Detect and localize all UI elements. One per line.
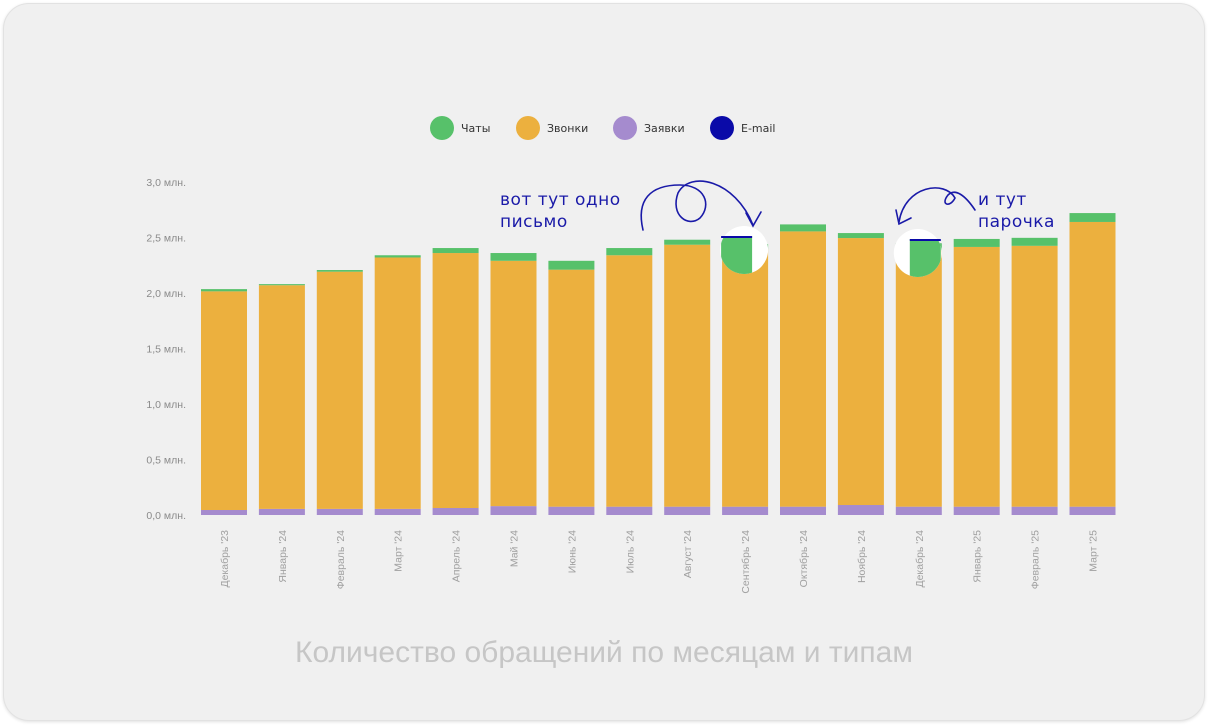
arrowhead-icon [745, 211, 762, 228]
email-segment-zoomed [909, 239, 941, 241]
x-tick-label: Январь '25 [972, 530, 984, 583]
y-tick-label: 3,0 млн. [146, 177, 186, 189]
x-tick-label: Декабрь '24 [914, 530, 926, 588]
y-tick-label: 2,0 млн. [146, 288, 186, 300]
bar-segment-Звонки [722, 249, 769, 507]
bar-segment-Чаты [837, 233, 884, 239]
bar-segment-Звонки [201, 291, 247, 511]
x-tick-label: Сентябрь '24 [740, 530, 752, 594]
bar-segment-Заявки [837, 505, 884, 515]
bar-segment-Заявки [953, 506, 1000, 515]
legend-label: Заявки [644, 122, 685, 135]
bar-segment-Заявки [1069, 506, 1116, 515]
arrow-to-september [640, 180, 754, 231]
annotation-couple-emails: и тут парочка [978, 189, 1073, 233]
bar-segment-Звонки [837, 238, 884, 506]
bar-segment-Заявки [258, 508, 305, 515]
bar-segment-Чаты [664, 239, 711, 245]
bar-segment-Звонки [374, 257, 421, 509]
bar-segment-Чаты [1069, 213, 1116, 222]
y-tick-label: 1,0 млн. [146, 399, 186, 411]
bar-segment-Чаты [316, 270, 363, 272]
arrow-to-december [898, 187, 976, 223]
bar-segment-Чаты [548, 260, 595, 270]
email-segment-zoomed [721, 236, 753, 238]
x-tick-label: Октябрь '24 [798, 530, 810, 587]
bar-segment-Звонки [1069, 221, 1116, 507]
x-tick-label: Июнь '24 [566, 530, 578, 573]
bar-segment-Чаты [606, 248, 653, 256]
bar-segment-Заявки [780, 506, 826, 515]
legend-swatch [613, 116, 637, 140]
x-tick-label: Апрель '24 [451, 530, 463, 582]
zoom-magnifier [720, 226, 769, 274]
legend-label: Чаты [461, 122, 490, 135]
legend-swatch [430, 116, 454, 140]
x-tick-label: Март '25 [1088, 530, 1100, 572]
bar-segment-Заявки [606, 506, 653, 515]
x-tick-label: Февраль '25 [1030, 530, 1042, 589]
chart-title: Количество обращений по месяцам и типам [295, 636, 913, 669]
y-tick-label: 0,5 млн. [146, 455, 186, 467]
legend-label: Звонки [547, 122, 588, 135]
bar-segment-Чаты [432, 248, 479, 254]
bar-segment-Заявки [374, 508, 421, 515]
x-tick-label: Февраль '24 [335, 530, 347, 589]
bar-segment-Чаты [953, 238, 1000, 247]
x-tick-label: Ноябрь '24 [856, 530, 868, 583]
bar-segment-Чаты [258, 284, 305, 286]
bar-segment-Звонки [1011, 245, 1058, 507]
legend-swatch [710, 116, 734, 140]
bar-segment-Заявки [548, 506, 595, 515]
bar-segment-Чаты [1011, 237, 1058, 246]
x-tick-label: Январь '24 [277, 530, 289, 583]
legend-label: E-mail [741, 122, 776, 135]
bar-segment-Заявки [895, 506, 942, 515]
bar-segment-Заявки [490, 506, 537, 515]
bar-segment-Чаты [780, 224, 826, 232]
x-tick-label: Июль '24 [624, 530, 636, 574]
zoom-magnifier [893, 229, 942, 277]
bar-segment-Звонки [606, 255, 653, 507]
bar-segment-Заявки [432, 508, 479, 515]
x-tick-label: Март '24 [393, 530, 405, 572]
bar-segment-Звонки [895, 250, 942, 507]
bar-segment-Чаты [490, 253, 537, 261]
bar-segment-Звонки [664, 244, 711, 507]
annotation-text: и тут парочка [978, 190, 1055, 232]
bar-segment-Звонки [258, 285, 305, 509]
bar-segment-Звонки [432, 253, 479, 509]
annotation-one-email: вот тут одно письмо [500, 189, 640, 233]
y-tick-label: 1,5 млн. [146, 344, 186, 356]
bar-segment-Заявки [316, 508, 363, 515]
bar-segment-Звонки [548, 269, 595, 507]
bar-segment-Заявки [664, 506, 711, 515]
bar-segment-Звонки [780, 231, 826, 507]
y-tick-label: 0,0 млн. [146, 510, 186, 522]
bar-segment-Чаты [374, 255, 421, 258]
bar-segment-Заявки [201, 510, 247, 515]
bar-segment-Заявки [1011, 506, 1058, 515]
x-tick-label: Май '24 [509, 530, 521, 567]
y-tick-label: 2,5 млн. [146, 233, 186, 245]
bar-segment-Звонки [316, 271, 363, 509]
arrowhead-icon [895, 209, 912, 226]
legend-swatch [516, 116, 540, 140]
x-tick-label: Декабрь '23 [219, 530, 231, 588]
bar-segment-Звонки [490, 260, 537, 507]
bar-segment-Чаты [201, 289, 247, 292]
annotation-text: вот тут одно письмо [500, 190, 621, 232]
bar-segment-Звонки [953, 246, 1000, 507]
bar-segment-Заявки [722, 506, 769, 515]
x-tick-label: Август '24 [682, 530, 694, 578]
annotation-arrows [640, 180, 976, 231]
